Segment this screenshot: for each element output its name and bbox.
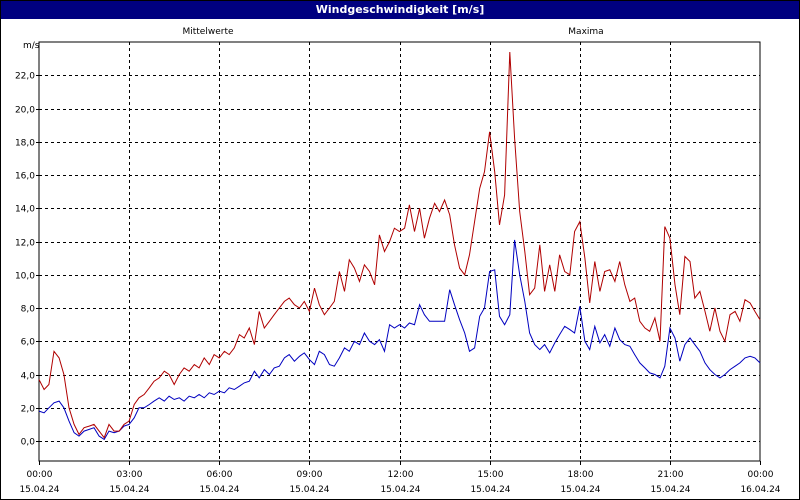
x-tick-time-label: 00:00 — [748, 470, 774, 480]
y-tick-label: 8,0 — [21, 305, 36, 315]
grid-lines — [39, 42, 760, 461]
series-line-mittelwerte — [38, 239, 761, 441]
x-tick-date-label: 15.04.24 — [19, 485, 59, 495]
x-tick-date-label: 15.04.24 — [650, 485, 690, 495]
y-tick-label: 16,0 — [15, 172, 35, 182]
x-tick-date-label: 15.04.24 — [199, 485, 239, 495]
x-tick-time-label: 21:00 — [658, 470, 684, 480]
series-line-maxima — [38, 51, 761, 439]
x-tick-date-label: 15.04.24 — [109, 485, 149, 495]
x-tick-time-label: 18:00 — [568, 470, 594, 480]
y-axis: 0,0 2,0 4,0 6,0 8,0 10,0 12,0 14,0 16,0 18,0 20,0 2… — [15, 72, 39, 448]
x-tick-date-label: 15.04.24 — [470, 485, 510, 495]
x-tick-date-label: 15.04.24 — [560, 485, 600, 495]
series-lines — [38, 51, 761, 441]
x-tick-time-label: 00:00 — [27, 470, 53, 480]
y-tick-label: 2,0 — [21, 405, 36, 415]
x-tick-time-label: 12:00 — [388, 470, 414, 480]
x-tick-time-label: 09:00 — [297, 470, 323, 480]
y-tick-label: 14,0 — [15, 205, 35, 215]
y-tick-label: 6,0 — [21, 338, 36, 348]
legend-maxima: Maxima — [568, 27, 603, 37]
y-tick-label: 10,0 — [15, 272, 35, 282]
x-axis: 00:00 15.04.24 03:00 15.04.24 06:00 15.04.24 0… — [19, 461, 781, 495]
x-tick-date-label: 15.04.24 — [289, 485, 329, 495]
y-tick-label: 22,0 — [15, 72, 35, 82]
y-tick-label: 4,0 — [21, 372, 36, 382]
y-axis-label: m/s — [23, 41, 40, 51]
x-tick-date-label: 16.04.24 — [740, 485, 780, 495]
legend-mittelwerte: Mittelwerte — [182, 27, 233, 37]
x-tick-time-label: 03:00 — [117, 470, 143, 480]
x-tick-time-label: 15:00 — [478, 470, 504, 480]
plot-area — [38, 41, 761, 462]
y-tick-label: 12,0 — [15, 239, 35, 249]
y-tick-label: 0,0 — [21, 438, 36, 448]
x-tick-date-label: 15.04.24 — [380, 485, 420, 495]
x-tick-time-label: 06:00 — [207, 470, 233, 480]
window-title: Windgeschwindigkeit [m/s] — [1, 1, 799, 19]
y-tick-label: 20,0 — [15, 106, 35, 116]
y-tick-label: 18,0 — [15, 139, 35, 149]
